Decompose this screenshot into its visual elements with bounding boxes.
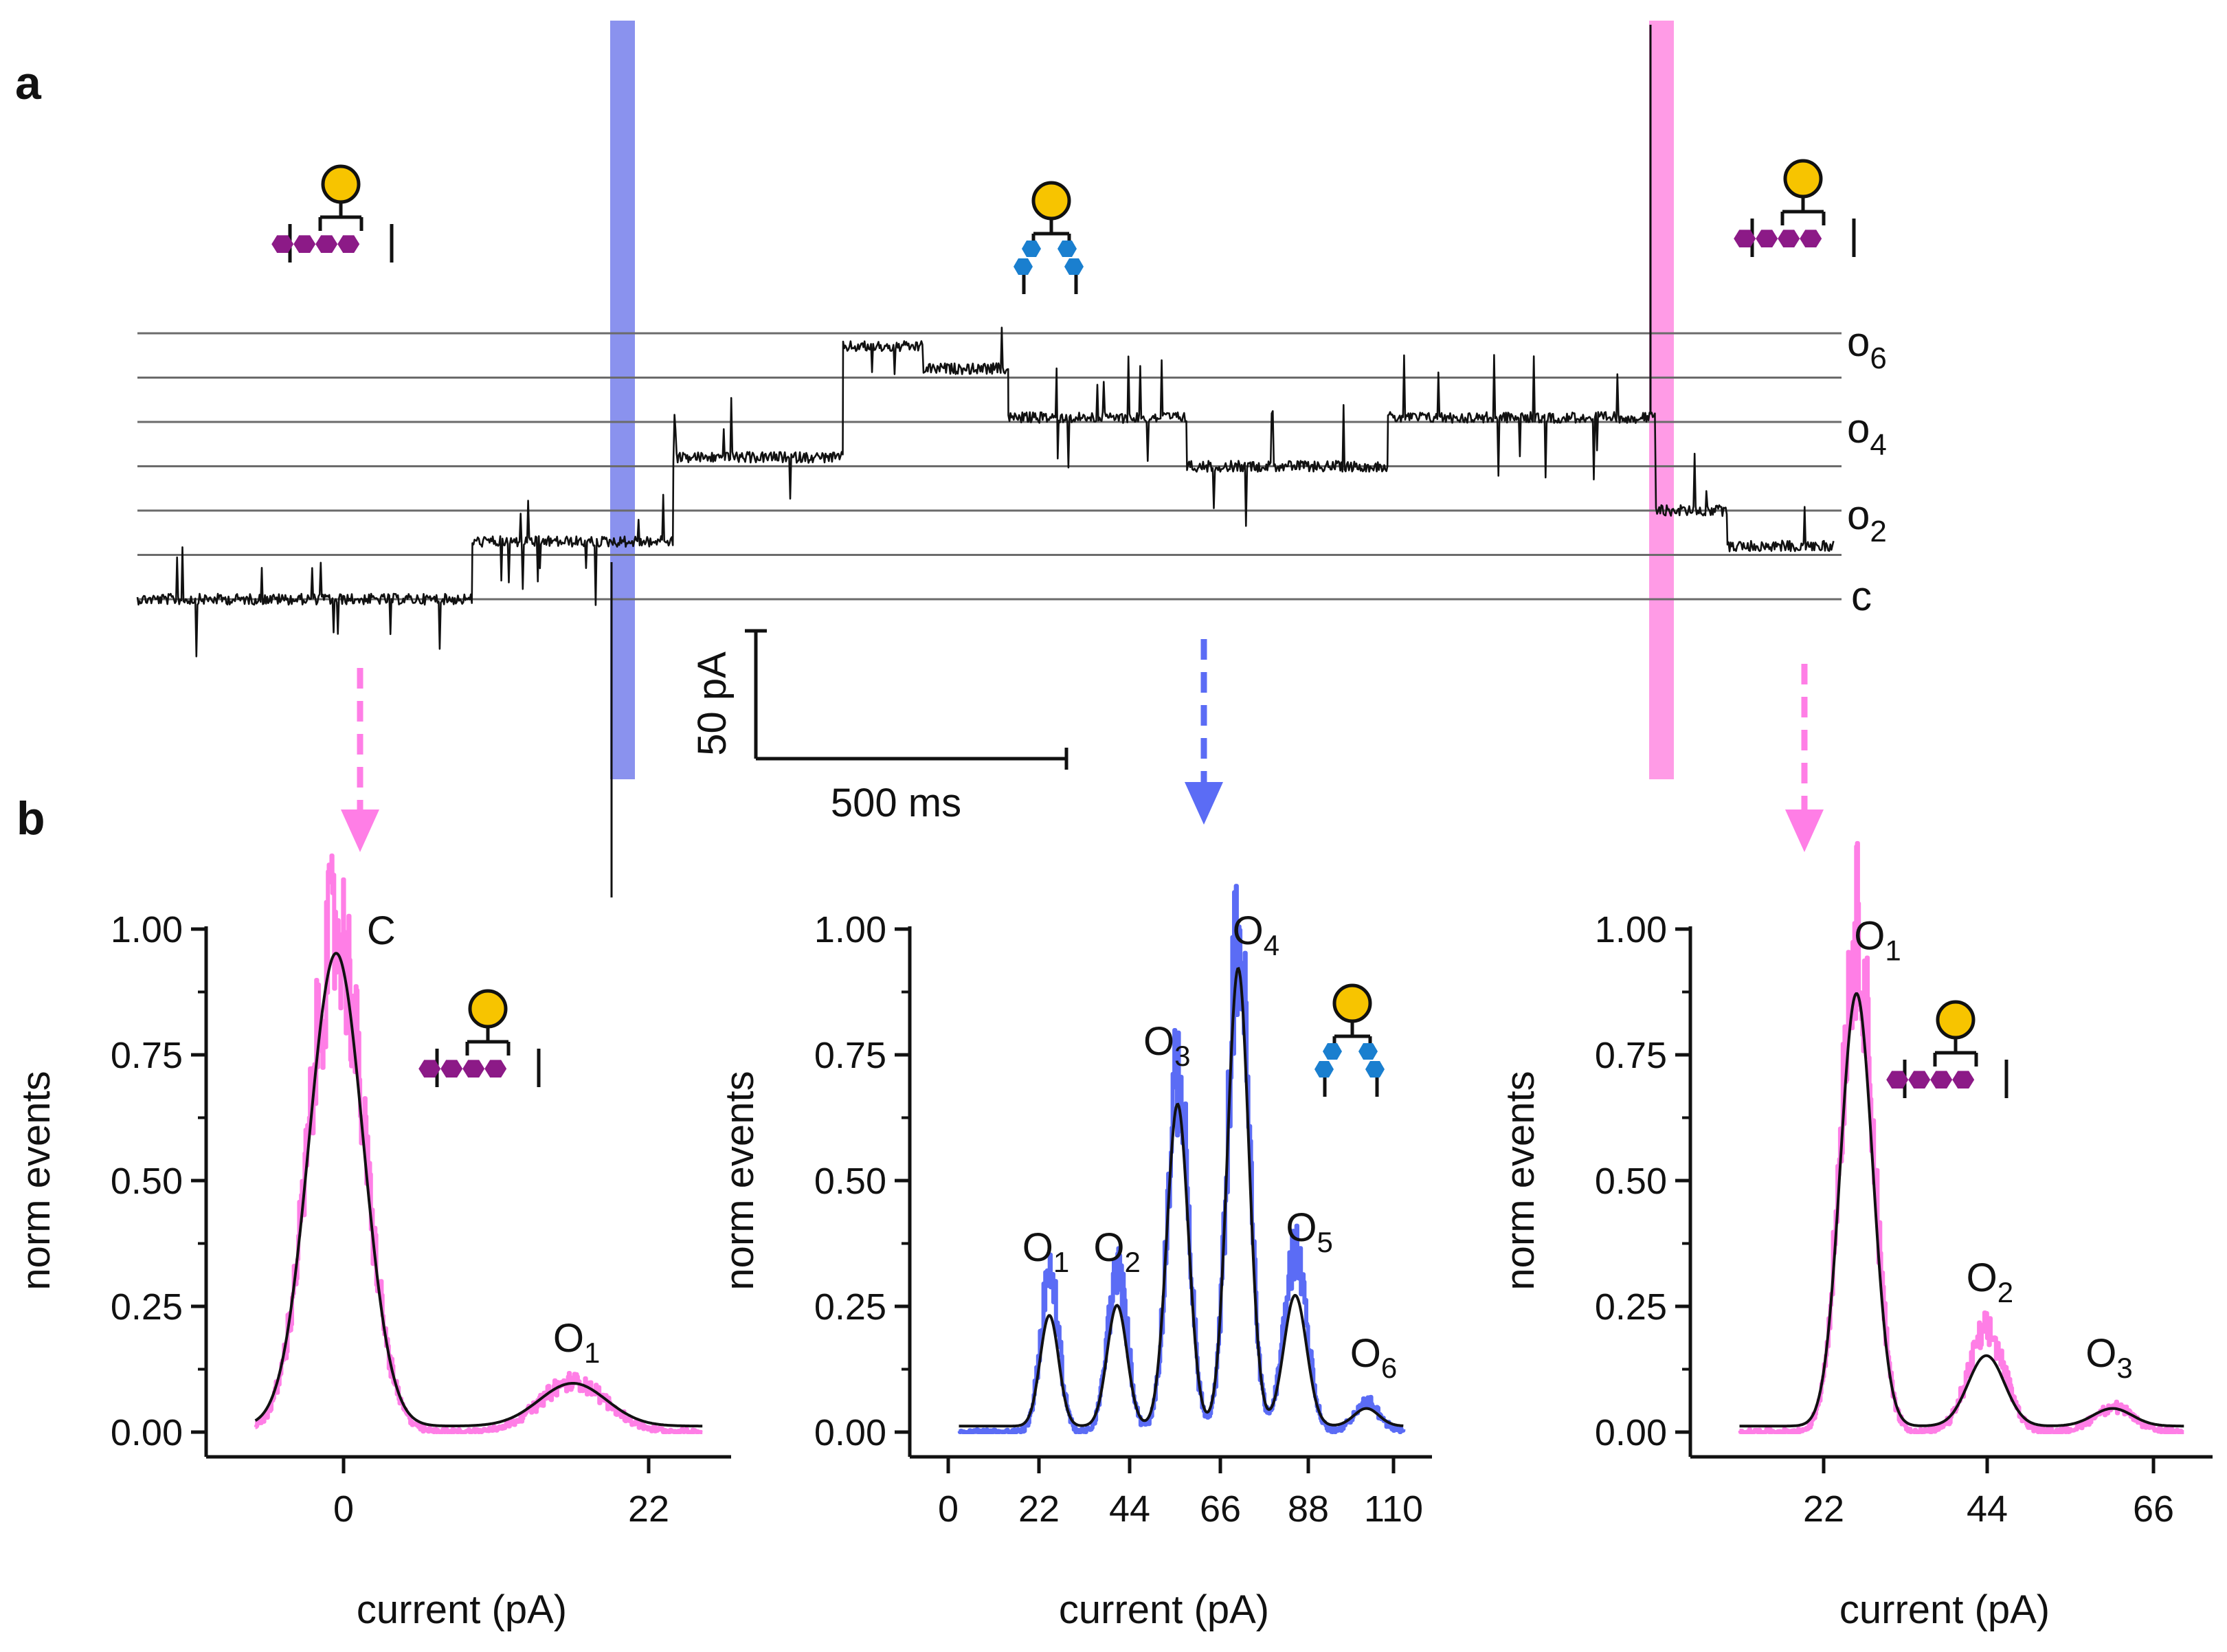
y-tick-label: 0.25 (814, 1286, 886, 1328)
x-axis-title: current (pA) (1839, 1587, 2050, 1632)
peak-label: O1 (1022, 1225, 1069, 1278)
glycan-branched-glyph (1014, 183, 1084, 294)
glycan-linear-glyph (418, 991, 539, 1087)
x-tick-label: 66 (2133, 1488, 2174, 1530)
peak-label: O6 (1350, 1331, 1397, 1384)
y-tick-label: 1.00 (814, 909, 886, 950)
y-tick-label: 0.50 (111, 1161, 183, 1202)
y-tick-label: 0.00 (111, 1412, 183, 1453)
y-tick-label: 0.75 (111, 1035, 183, 1076)
y-tick-label: 0.75 (814, 1035, 886, 1076)
panel-b-label: b (16, 792, 45, 845)
level-label-o2: o2 (1847, 492, 1887, 548)
peak-label: O2 (1967, 1255, 2013, 1308)
level-label-o6: o6 (1847, 319, 1887, 375)
peak-label: C (367, 908, 396, 953)
level-label-c: c (1851, 573, 1872, 619)
blue-window-band (610, 21, 635, 779)
x-tick-label: 22 (628, 1488, 669, 1530)
current-trace (136, 326, 1835, 658)
y-tick-label: 0.25 (111, 1286, 183, 1328)
histogram-right: 0.00 0.25 0.50 0.75 1.00 22 44 66 current (pA) no… (1498, 840, 2213, 1632)
glycan-linear-glyph (1886, 1002, 2006, 1098)
x-tick-label: 44 (1109, 1488, 1150, 1530)
peak-label: O1 (553, 1316, 600, 1369)
x-tick-label: 66 (1200, 1488, 1241, 1530)
x-tick-label: 88 (1288, 1488, 1329, 1530)
fit-curve (959, 967, 1404, 1428)
panel-a: a o6 o4 o2 c 50 pA 500 ms (15, 21, 1887, 897)
y-tick-label: 0.50 (1595, 1161, 1667, 1202)
peak-label: O4 (1233, 908, 1279, 961)
level-label-o4: o4 (1847, 405, 1887, 462)
panel-a-label: a (15, 57, 42, 109)
y-tick-label: 0.75 (1595, 1035, 1667, 1076)
x-tick-label: 0 (333, 1488, 354, 1530)
peak-label: O2 (1093, 1225, 1140, 1278)
histogram-series (254, 853, 704, 1434)
x-tick-label: 44 (1967, 1488, 2008, 1530)
x-tick-label: 22 (1018, 1488, 1060, 1530)
arrow-to-left-histogram (341, 668, 379, 852)
y-tick-label: 1.00 (111, 909, 183, 950)
peak-label: O3 (1143, 1019, 1190, 1072)
peak-label: O5 (1286, 1205, 1332, 1258)
glycan-linear-glyph (1734, 161, 1854, 257)
pink-window-band (1649, 21, 1674, 779)
scale-bar-y-label: 50 pA (690, 651, 735, 756)
histogram-left: 0.00 0.25 0.50 0.75 1.00 0 22 current (pA) norm … (14, 853, 731, 1632)
y-axis-title: norm events (1498, 1071, 1543, 1290)
histogram-middle: 0.00 0.25 0.50 0.75 1.00 0 22 44 66 88 110 current … (717, 884, 1432, 1632)
peak-label: O3 (2085, 1331, 2132, 1384)
x-axis-title: current (pA) (1059, 1587, 1269, 1632)
fit-curve (1739, 992, 2184, 1428)
fit-curve (254, 952, 703, 1428)
x-tick-label: 22 (1803, 1488, 1844, 1530)
y-tick-label: 0.50 (814, 1161, 886, 1202)
glycan-branched-glyph (1314, 985, 1385, 1097)
glycan-linear-glyph (271, 166, 392, 263)
scale-bar-x-label: 500 ms (831, 781, 961, 825)
histogram-series (1738, 840, 2185, 1434)
peak-label: O1 (1854, 913, 1901, 966)
y-axis-title: norm events (14, 1071, 58, 1290)
y-tick-label: 0.00 (1595, 1412, 1667, 1453)
y-axis-title: norm events (717, 1071, 762, 1290)
histogram-series (957, 884, 1406, 1434)
scale-bar: 50 pA 500 ms (690, 629, 1068, 825)
arrow-to-right-histogram (1785, 664, 1824, 852)
x-tick-label: 0 (938, 1488, 959, 1530)
y-tick-label: 0.25 (1595, 1286, 1667, 1328)
x-tick-label: 110 (1364, 1488, 1423, 1530)
x-axis-title: current (pA) (357, 1587, 567, 1632)
arrow-to-middle-histogram (1185, 639, 1223, 825)
level-lines (137, 332, 1842, 601)
y-tick-label: 0.00 (814, 1412, 886, 1453)
y-tick-label: 1.00 (1595, 909, 1667, 950)
